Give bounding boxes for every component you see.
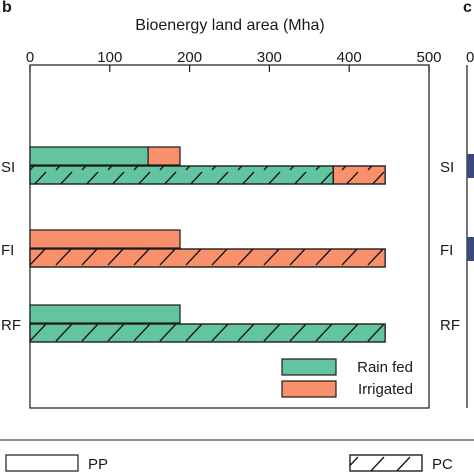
x-tick-label: 200 [177,49,202,66]
bar-segment-irrigated [29,229,181,249]
legend: Rain fed Irrigated [281,358,413,398]
pattern-legend: PP PC [5,454,453,473]
pattern-swatch-pp [5,454,79,472]
next-panel-letter: c [463,0,472,16]
next-panel: SI FI RF [440,154,474,334]
bar-hatch-overlay [29,248,386,268]
bar-hatch-overlay [332,165,386,185]
x-axis-title: Bioenergy land area (Mha) [135,17,324,34]
y-tick-label: FI [1,242,14,259]
next-panel-y-label: RF [440,317,460,334]
x-tick-label: 300 [257,49,282,66]
next-panel-y-label: SI [440,159,454,176]
x-tick-label: 500 [416,49,441,66]
legend-swatch [281,380,337,398]
bar-hatch-overlay [29,165,334,185]
pattern-swatch-hatch [349,454,423,472]
bar-segment-rain-fed [29,304,181,324]
bar-segment-irrigated [147,146,181,166]
next-panel-y-label: FI [440,242,453,259]
x-tick-label: 100 [97,49,122,66]
bars-group [29,146,386,343]
x-axis: 0 100 200 300 400 500 [26,49,442,72]
legend-label: Irrigated [358,381,413,398]
bar-hatch-overlay [29,323,386,343]
pattern-label: PC [432,456,453,473]
next-panel-bar-edge [467,237,474,261]
next-panel-bar-edge [467,154,474,178]
x-tick-label: 400 [337,49,362,66]
y-tick-label: SI [1,159,15,176]
y-tick-label: RF [1,317,21,334]
next-panel-xtick: 0 [466,49,474,66]
x-tick-label: 0 [26,49,34,66]
legend-swatch [281,358,337,376]
pattern-label: PP [88,456,108,473]
bar-segment-rain-fed [29,146,149,166]
legend-label: Rain fed [357,359,413,376]
panel-letter: b [2,0,12,16]
